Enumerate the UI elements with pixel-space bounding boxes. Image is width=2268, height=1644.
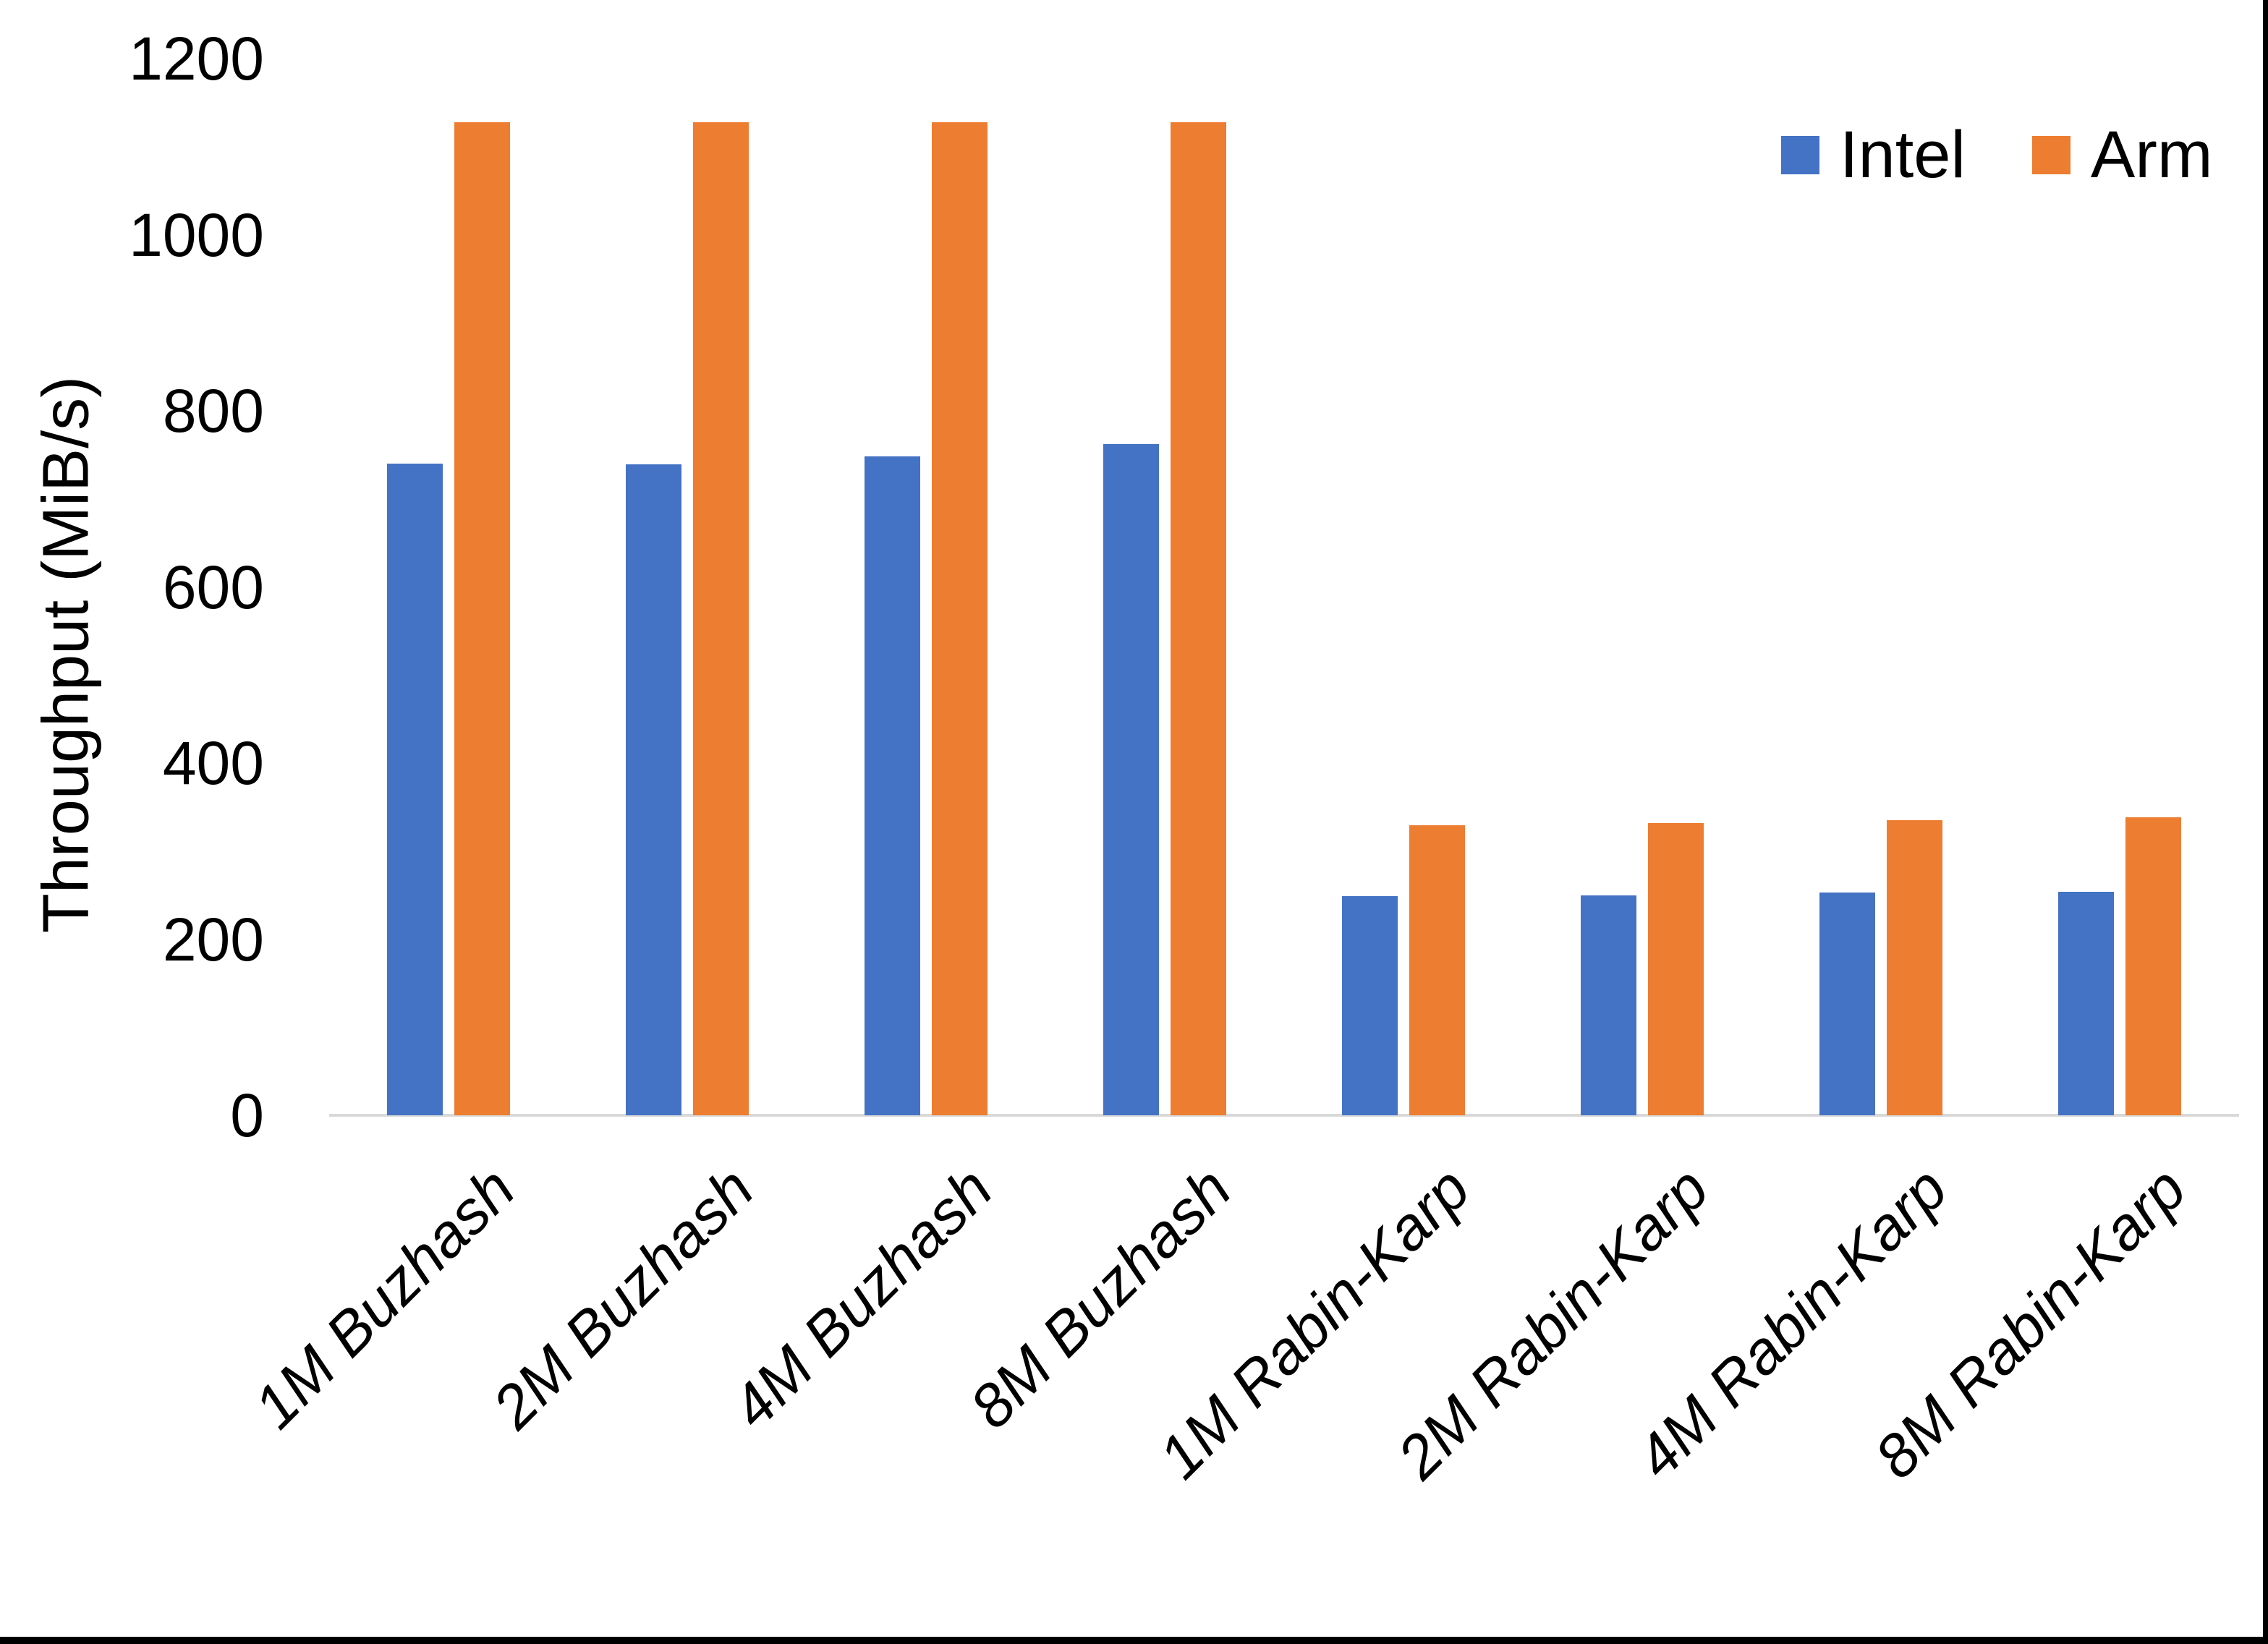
legend-swatch-intel	[1781, 135, 1819, 174]
y-tick-label: 1200	[129, 25, 264, 93]
legend-item-arm: Arm	[2031, 118, 2213, 192]
legend-swatch-arm	[2031, 135, 2070, 174]
bar-arm-3	[932, 122, 988, 1115]
bar-arm-2	[693, 122, 749, 1115]
bar-arm-7	[1887, 820, 1942, 1115]
bar-intel-8	[2058, 891, 2114, 1115]
y-tick-label: 200	[162, 905, 264, 974]
bar-arm-5	[1409, 825, 1465, 1115]
bar-intel-5	[1342, 895, 1398, 1115]
bar-arm-6	[1648, 822, 1704, 1115]
y-tick-label: 800	[162, 377, 264, 445]
bar-intel-7	[1819, 892, 1875, 1115]
legend-item-intel: Intel	[1781, 122, 1966, 188]
bar-intel-6	[1581, 895, 1636, 1115]
bar-intel-2	[626, 464, 681, 1115]
legend: Intel Arm	[1781, 122, 2213, 188]
bar-arm-4	[1171, 122, 1226, 1115]
y-tick-label: 600	[162, 553, 264, 621]
x-axis-line	[329, 1114, 2239, 1117]
bar-intel-4	[1103, 444, 1159, 1115]
y-tick-label: 400	[162, 729, 264, 797]
bar-intel-1	[387, 464, 443, 1115]
legend-label-intel: Intel	[1840, 118, 1966, 192]
bar-arm-8	[2125, 817, 2181, 1115]
y-axis-title: Throughput (MiB/s)	[30, 375, 103, 934]
y-tick-label: 0	[230, 1081, 264, 1149]
y-tick-label: 1000	[129, 200, 264, 269]
bottom-frame-line	[0, 1637, 2268, 1644]
right-frame-line	[2263, 0, 2268, 1644]
bar-arm-1	[454, 122, 510, 1115]
bar-intel-3	[865, 456, 920, 1115]
legend-label-arm: Arm	[2090, 118, 2213, 192]
